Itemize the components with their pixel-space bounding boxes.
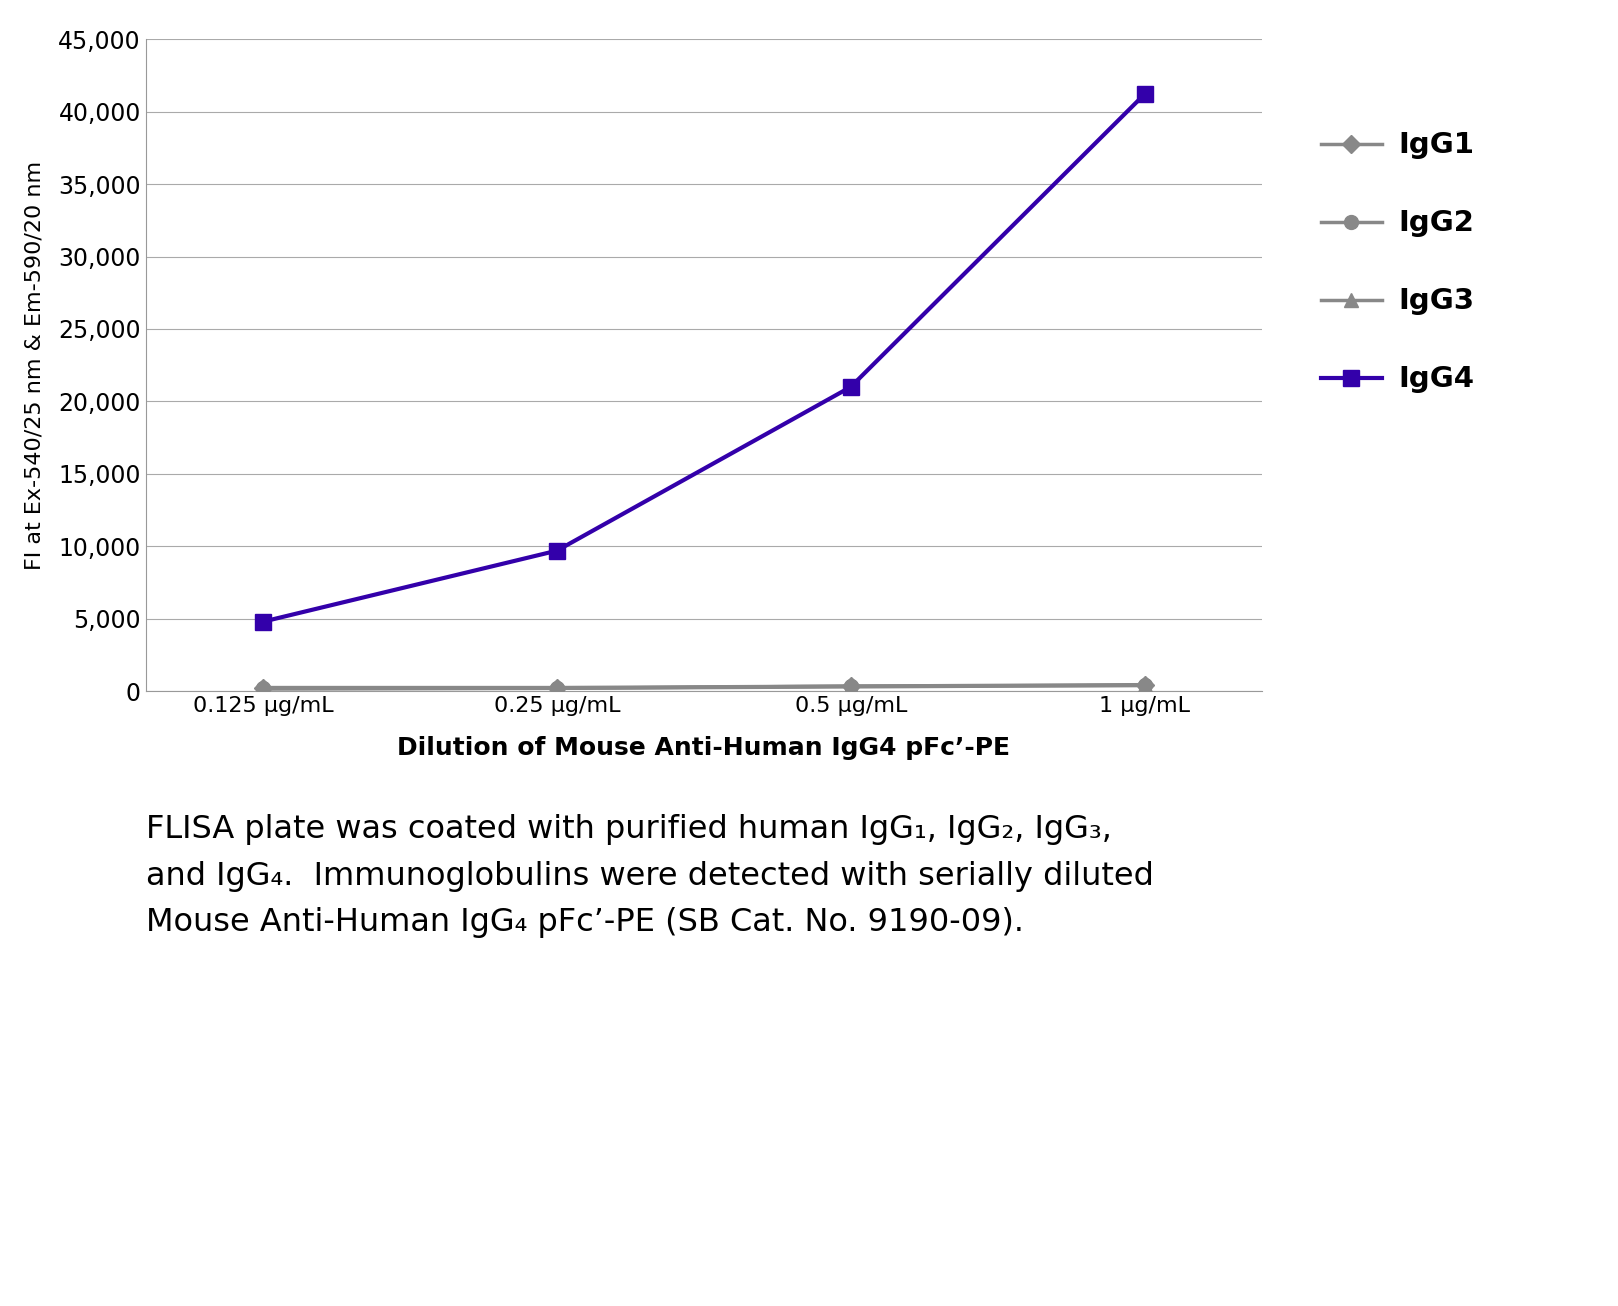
X-axis label: Dilution of Mouse Anti-Human IgG4 pFc’-PE: Dilution of Mouse Anti-Human IgG4 pFc’-P… [398, 735, 1010, 760]
Text: FLISA plate was coated with purified human IgG₁, IgG₂, IgG₃,
and IgG₄.  Immunogl: FLISA plate was coated with purified hum… [146, 814, 1154, 938]
Legend: IgG1, IgG2, IgG3, IgG4: IgG1, IgG2, IgG3, IgG4 [1320, 132, 1474, 393]
Y-axis label: FI at Ex-540/25 nm & Em-590/20 nm: FI at Ex-540/25 nm & Em-590/20 nm [24, 161, 44, 569]
